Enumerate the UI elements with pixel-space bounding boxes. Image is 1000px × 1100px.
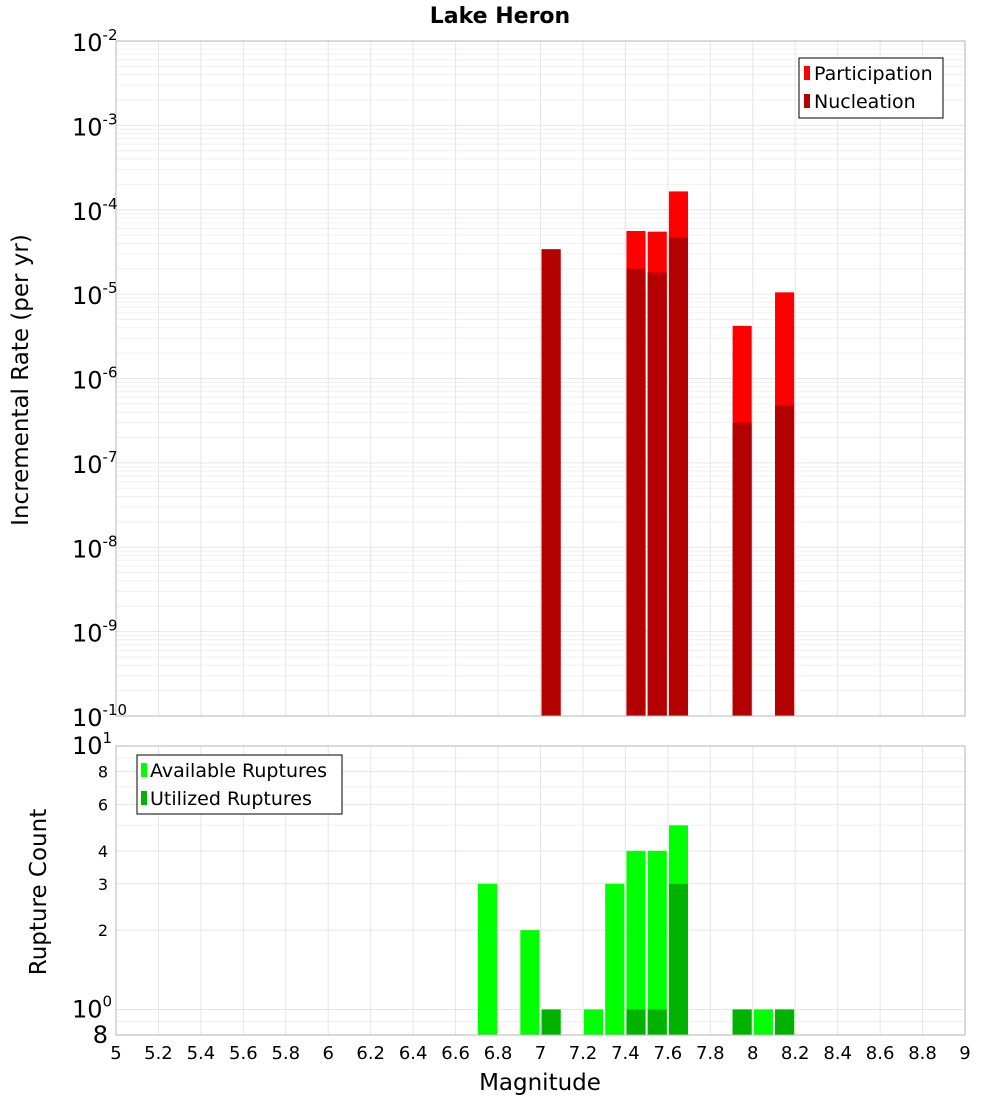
chart-title: Lake Heron [430,4,570,29]
available-ruptures-bar [605,883,625,1035]
top-y-axis-title: Incremental Rate (per yr) [8,234,34,526]
utilized-ruptures-bar [626,1009,646,1035]
x-tick-label: 6 [323,1043,334,1064]
bottom-legend-box [136,754,343,815]
top-plot-grid [115,40,966,717]
bottom-y-tick-major-label: 101 [72,729,112,760]
x-tick-label: 8.2 [781,1043,810,1064]
x-axis-ticks: 5 5.2 5.4 5.6 5.8 6 6.2 6.4 6.6 6.8 7 7.2 7.4 7.6 7.8 8… [110,1043,970,1064]
top-y-tick-label: 10-7 [72,448,118,479]
x-tick-label: 5.6 [229,1043,258,1064]
x-tick-label: 9 [959,1043,970,1064]
top-y-tick-label: 10-8 [72,532,118,563]
bottom-y-tick-label: 2 [98,921,108,940]
legend-label-utilized: Utilized Ruptures [150,788,312,810]
bottom-plot-frame [115,745,966,1036]
top-plot-frame [115,40,966,717]
available-ruptures-bar [584,1009,604,1035]
top-y-tick-label: 10-10 [72,701,127,732]
legend-label-available: Available Ruptures [150,760,327,782]
legend-swatch-participation [804,66,810,80]
available-ruptures-bar [626,850,646,1035]
bottom-y-tick-label: 8 [98,763,108,782]
top-y-axis-ticks: 10-10 10-9 10-8 10-7 10-6 10-5 10-4 10-3 10-2 [72,26,127,732]
nucleation-bar [541,249,561,716]
x-tick-label: 7.8 [696,1043,725,1064]
legend-swatch-available [141,763,147,777]
x-tick-label: 6.6 [441,1043,470,1064]
x-tick-label: 6.4 [399,1043,428,1064]
x-tick-label: 7 [535,1043,546,1064]
available-ruptures-bar [753,1009,773,1035]
available-ruptures-bar [647,850,667,1035]
x-tick-label: 5.4 [187,1043,216,1064]
legend-label-nucleation: Nucleation [814,91,916,113]
top-legend-box [798,57,944,119]
x-tick-label: 8 [747,1043,758,1064]
x-tick-label: 8.6 [866,1043,895,1064]
x-tick-label: 7.6 [654,1043,683,1064]
utilized-ruptures-bar [775,1009,795,1035]
top-legend: Participation Nucleation [798,57,944,119]
top-plot-bars [541,191,795,717]
x-axis-title: Magnitude [479,1070,601,1096]
x-tick-label: 5.8 [271,1043,300,1064]
available-ruptures-bar [520,930,540,1035]
top-y-tick-label: 10-4 [72,195,118,226]
nucleation-bar [668,237,689,716]
available-ruptures-bar [477,883,497,1035]
top-y-tick-label: 10-3 [72,110,118,141]
bottom-y-tick-label: 4 [98,842,108,861]
nucleation-bar [775,405,795,716]
legend-label-participation: Participation [814,63,933,85]
utilized-ruptures-bar [647,1009,667,1035]
x-tick-label: 8.4 [823,1043,852,1064]
bottom-y-axis-title: Rupture Count [26,809,52,975]
legend-swatch-utilized [141,791,147,805]
top-y-tick-label: 10-9 [72,617,118,648]
x-tick-label: 6.8 [484,1043,513,1064]
utilized-ruptures-bar [732,1009,752,1035]
nucleation-bar [732,422,752,716]
utilized-ruptures-bar [668,883,689,1035]
bottom-y-tick-label: 6 [98,795,108,814]
top-y-tick-label: 10-2 [72,26,118,57]
bottom-y-tick-label: 8 [93,1021,108,1049]
x-tick-label: 7.2 [569,1043,598,1064]
x-tick-label: 6.2 [356,1043,385,1064]
nucleation-bar [626,268,646,716]
x-tick-label: 5 [110,1043,121,1064]
x-tick-label: 8.8 [908,1043,937,1064]
bottom-y-tick-label: 3 [98,875,108,894]
bottom-legend: Available Ruptures Utilized Ruptures [136,754,343,815]
nucleation-bar [647,272,667,716]
bottom-plot-bars [477,825,795,1035]
x-tick-label: 7.4 [611,1043,640,1064]
legend-swatch-nucleation [804,94,810,108]
x-tick-label: 5.2 [144,1043,173,1064]
utilized-ruptures-bar [541,1009,561,1035]
bottom-y-tick-major-label: 100 [72,992,112,1023]
top-y-tick-label: 10-5 [72,279,118,310]
top-y-tick-label: 10-6 [72,364,118,395]
